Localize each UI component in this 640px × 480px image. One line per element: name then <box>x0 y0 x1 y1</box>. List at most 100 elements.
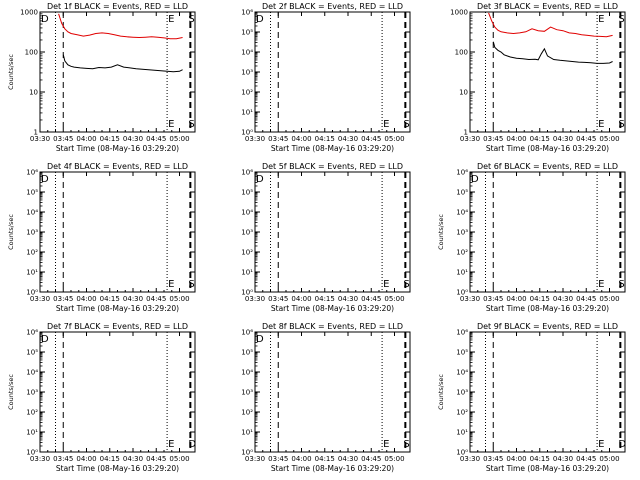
x-tick-label: 04:30 <box>338 455 358 463</box>
x-tick-label: 04:30 <box>338 135 358 143</box>
x-tick-label: 04:15 <box>530 295 550 303</box>
x-tick-label: 03:30 <box>30 455 50 463</box>
y-axis-label: Counts/sec <box>7 374 15 410</box>
y-tick-label: 10⁴ <box>456 369 468 377</box>
x-axis-label: Start Time (08-May-16 03:29:20) <box>271 464 394 473</box>
marker-d: D <box>618 439 626 450</box>
y-tick-label: 10¹ <box>241 269 253 277</box>
y-axis-label: Counts/sec <box>7 54 15 90</box>
x-tick-label: 03:30 <box>460 295 480 303</box>
y-tick-label: 10⁰ <box>456 289 468 297</box>
y-tick-label: 10⁵ <box>456 189 468 197</box>
x-tick-label: 03:30 <box>245 295 265 303</box>
det-panel-1: Det 1f BLACK = Events, RED = LLD Start Ti… <box>7 2 196 153</box>
marker-s: S <box>403 279 409 290</box>
x-tick-label: 05:00 <box>169 135 189 143</box>
x-tick-label: 04:15 <box>315 455 335 463</box>
y-tick-label: 10⁰ <box>26 449 38 457</box>
y-tick-label: 1000 <box>450 9 468 17</box>
x-tick-label: 03:30 <box>30 295 50 303</box>
y-tick-label: 10⁶ <box>456 329 468 337</box>
x-tick-label: 03:45 <box>53 455 73 463</box>
marker-e: E <box>168 439 174 450</box>
x-tick-label: 03:45 <box>268 455 288 463</box>
y-tick-label: 10⁰ <box>26 289 38 297</box>
panel-title: Det 6f BLACK = Events, RED = LLD <box>477 162 618 171</box>
y-axis-label: Counts/sec <box>437 214 445 250</box>
x-tick-label: 04:45 <box>576 455 596 463</box>
x-axis-label: Start Time (08-May-16 03:29:20) <box>271 144 394 153</box>
y-tick-label: 100 <box>25 49 38 57</box>
marker-top-e: E <box>168 14 174 25</box>
det-panel-5: Det 5f BLACK = Events, RED = LLD Start Ti… <box>241 162 411 313</box>
panel-title: Det 2f BLACK = Events, RED = LLD <box>262 2 403 11</box>
y-tick-label: 10⁵ <box>26 189 38 197</box>
x-tick-label: 04:30 <box>553 295 573 303</box>
marker-d: D <box>188 439 196 450</box>
x-tick-label: 03:45 <box>53 295 73 303</box>
y-tick-label: 10¹ <box>26 429 38 437</box>
y-tick-label: 10¹ <box>241 429 253 437</box>
x-tick-label: 03:30 <box>30 135 50 143</box>
x-tick-label: 05:00 <box>599 455 619 463</box>
x-tick-label: 03:30 <box>245 135 265 143</box>
x-tick-label: 03:45 <box>483 455 503 463</box>
x-tick-label: 05:00 <box>599 135 619 143</box>
y-tick-label: 10⁶ <box>241 169 253 177</box>
y-axis-label: Counts/sec <box>437 374 445 410</box>
marker-s: S <box>618 119 624 130</box>
marker-e: E <box>383 279 389 290</box>
x-axis-label: Start Time (08-May-16 03:29:20) <box>56 464 179 473</box>
y-axis-label: Counts/sec <box>7 214 15 250</box>
y-tick-label: 10⁰ <box>241 449 253 457</box>
marker-e: E <box>383 439 389 450</box>
x-tick-label: 04:15 <box>100 135 120 143</box>
x-tick-label: 04:00 <box>291 455 311 463</box>
x-tick-label: 04:45 <box>361 295 381 303</box>
y-tick-label: 10⁶ <box>241 9 253 17</box>
x-tick-label: 04:00 <box>506 295 526 303</box>
panel-title: Det 9f BLACK = Events, RED = LLD <box>477 322 618 331</box>
panel-title: Det 3f BLACK = Events, RED = LLD <box>477 2 618 11</box>
x-tick-label: 03:30 <box>245 455 265 463</box>
marker-e: E <box>168 119 174 130</box>
x-axis-label: Start Time (08-May-16 03:29:20) <box>486 144 609 153</box>
x-tick-label: 04:15 <box>530 135 550 143</box>
y-tick-label: 10⁴ <box>241 209 253 217</box>
y-tick-label: 10³ <box>241 69 253 77</box>
series-line-events <box>62 54 183 73</box>
y-tick-label: 10³ <box>26 229 38 237</box>
y-tick-label: 10⁴ <box>241 369 253 377</box>
marker-s: S <box>188 119 194 130</box>
y-tick-label: 100 <box>455 49 468 57</box>
x-tick-label: 05:00 <box>169 295 189 303</box>
y-tick-label: 10³ <box>241 229 253 237</box>
y-tick-label: 10⁴ <box>26 209 38 217</box>
y-tick-label: 10⁴ <box>26 369 38 377</box>
det-panel-4: Det 4f BLACK = Events, RED = LLD Start Ti… <box>7 162 196 313</box>
det-panel-3: Det 3f BLACK = Events, RED = LLD Start Ti… <box>450 2 626 153</box>
x-tick-label: 05:00 <box>599 295 619 303</box>
det-panel-8: Det 8f BLACK = Events, RED = LLD Start Ti… <box>241 322 411 473</box>
x-tick-label: 04:45 <box>146 455 166 463</box>
y-tick-label: 10¹ <box>26 269 38 277</box>
x-tick-label: 04:30 <box>338 295 358 303</box>
y-tick-label: 10⁵ <box>241 29 253 37</box>
x-tick-label: 04:30 <box>553 455 573 463</box>
y-tick-label: 10⁶ <box>241 329 253 337</box>
y-tick-label: 10¹ <box>456 269 468 277</box>
x-axis-label: Start Time (08-May-16 03:29:20) <box>56 144 179 153</box>
y-tick-label: 10¹ <box>456 429 468 437</box>
y-tick-label: 10³ <box>456 389 468 397</box>
y-tick-label: 10⁵ <box>241 349 253 357</box>
x-tick-label: 04:30 <box>553 135 573 143</box>
marker-s: S <box>403 119 409 130</box>
x-tick-label: 04:00 <box>506 455 526 463</box>
x-tick-label: 04:15 <box>100 455 120 463</box>
marker-d: D <box>471 174 479 185</box>
x-axis-label: Start Time (08-May-16 03:29:20) <box>486 304 609 313</box>
x-tick-label: 04:15 <box>530 455 550 463</box>
x-tick-label: 04:45 <box>361 455 381 463</box>
x-tick-label: 03:30 <box>460 135 480 143</box>
